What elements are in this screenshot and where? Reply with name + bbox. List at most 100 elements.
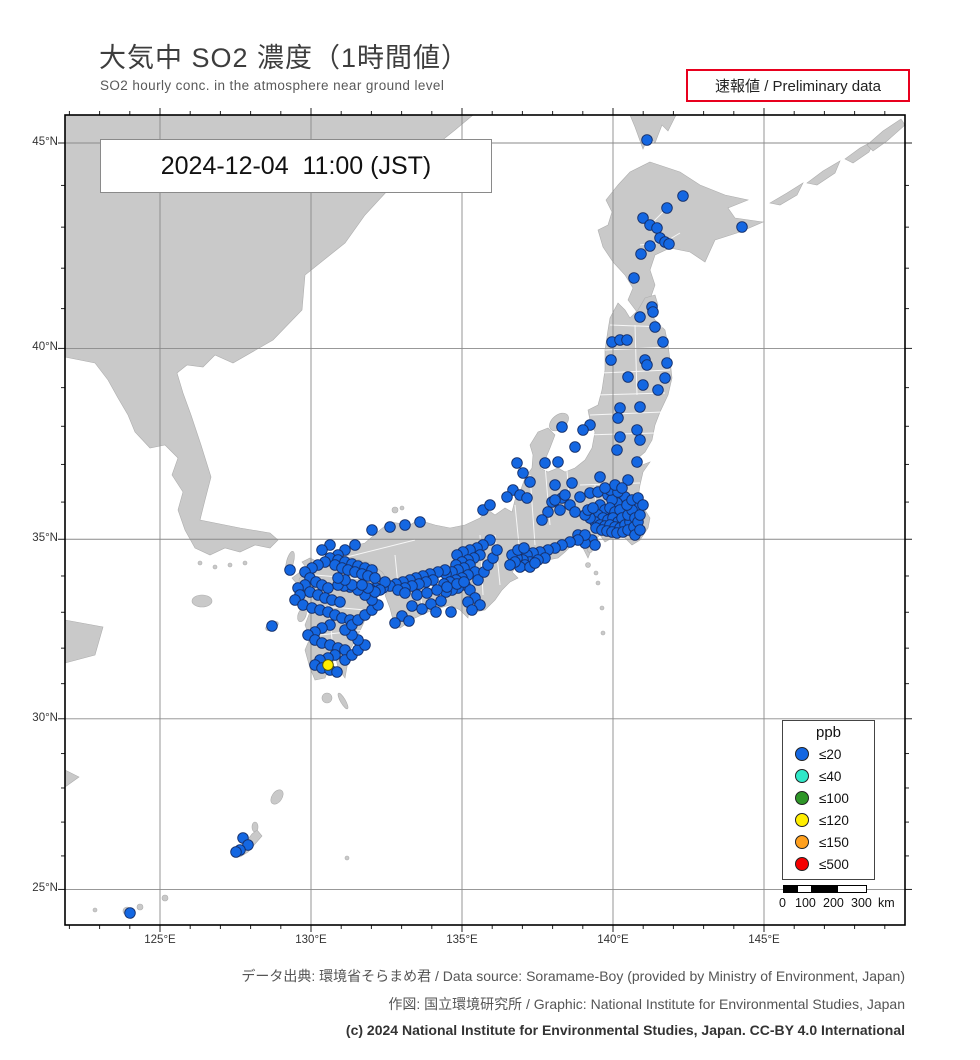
lat-tick-label: 30°N <box>32 711 58 724</box>
station-dot <box>441 581 453 593</box>
copyright-line: (c) 2024 National Institute for Environm… <box>345 1022 905 1038</box>
legend-swatch <box>795 857 809 871</box>
hokkaido <box>597 161 765 313</box>
station-dot <box>399 519 411 531</box>
lon-tick-label: 140°E <box>597 934 629 946</box>
legend-label: ≤100 <box>819 790 849 806</box>
station-dot <box>458 576 470 588</box>
legend-item: ≤120 <box>783 809 874 831</box>
miyako-island <box>161 894 169 902</box>
station-dot <box>616 482 628 494</box>
station-dot <box>511 457 523 469</box>
graticule <box>65 115 905 925</box>
station-dot <box>659 372 671 384</box>
station-dot <box>472 574 484 586</box>
station-dot <box>569 506 581 518</box>
station-dot <box>599 482 611 494</box>
station-dot <box>622 474 634 486</box>
station-dot <box>322 582 334 594</box>
lon-tick-label: 130°E <box>295 934 327 946</box>
scale-bar-graphic <box>783 885 867 893</box>
kuril-islands <box>866 118 906 152</box>
station-dot <box>366 524 378 536</box>
preliminary-data-badge: 速報値 / Preliminary data <box>686 69 910 102</box>
station-dot <box>628 272 640 284</box>
jeju-island <box>191 594 213 608</box>
station-dot <box>611 444 623 456</box>
station-dot <box>736 221 748 233</box>
station-dot <box>634 524 646 536</box>
station-dot <box>634 434 646 446</box>
station-dot <box>631 456 643 468</box>
station-dot <box>430 606 442 618</box>
station-dot <box>577 424 589 436</box>
map-border <box>64 114 906 926</box>
station-dot <box>634 311 646 323</box>
station-dot <box>614 402 626 414</box>
station-dot <box>554 504 566 516</box>
legend-item: ≤150 <box>783 831 874 853</box>
station-dot <box>566 477 578 489</box>
station-dot <box>491 544 503 556</box>
kuril-islands <box>806 160 841 186</box>
station-dot <box>621 334 633 346</box>
station-dot <box>641 359 653 371</box>
yakushima <box>321 692 333 704</box>
station-dot <box>331 666 343 678</box>
station-dot <box>389 617 401 629</box>
station-dot <box>501 491 513 503</box>
station-dot <box>594 471 606 483</box>
legend-swatch <box>795 835 809 849</box>
station-dot <box>559 489 571 501</box>
legend-label: ≤150 <box>819 834 849 850</box>
lon-tick-label: 125°E <box>144 934 176 946</box>
station-dot <box>652 384 664 396</box>
station-dot <box>552 456 564 468</box>
station-dot <box>517 467 529 479</box>
station-dot <box>556 421 568 433</box>
legend-label: ≤20 <box>819 746 842 762</box>
station-dot <box>641 134 653 146</box>
station-dot <box>466 604 478 616</box>
station-dot <box>356 579 368 591</box>
legend-label: ≤500 <box>819 856 849 872</box>
sakhalin <box>629 114 677 150</box>
station-dot <box>431 584 443 596</box>
station-dot <box>445 606 457 618</box>
station-dot <box>644 240 656 252</box>
station-dot <box>230 846 242 858</box>
station-dot <box>612 412 624 424</box>
station-dot <box>614 431 626 443</box>
station-dot <box>521 492 533 504</box>
station-dot <box>663 238 675 250</box>
legend-title: ppb <box>815 724 842 741</box>
japan-map-svg <box>58 108 912 932</box>
station-dot <box>411 589 423 601</box>
station-dot <box>414 516 426 528</box>
graphic-credit-line: 作図: 国立環境研究所 / Graphic: National Institut… <box>388 996 905 1012</box>
station-dot <box>649 321 661 333</box>
station-dot <box>549 494 561 506</box>
lat-tick-label: 45°N <box>32 136 58 148</box>
legend-swatch <box>795 813 809 827</box>
station-dot <box>332 572 344 584</box>
china-coast <box>64 619 104 664</box>
station-dot <box>587 502 599 514</box>
station-dot <box>416 603 428 615</box>
station-dot <box>634 401 646 413</box>
station-dot <box>637 212 649 224</box>
station-dot <box>647 306 659 318</box>
lon-tick-label: 145°E <box>748 934 780 946</box>
station-dot <box>605 354 617 366</box>
china-coast-2 <box>64 769 80 788</box>
station-dot <box>334 596 346 608</box>
station-dot-yellow <box>322 659 334 671</box>
station-dot <box>435 595 447 607</box>
station-dot <box>504 559 516 571</box>
mainland-asia <box>64 114 474 556</box>
legend-swatch <box>795 769 809 783</box>
legend-item: ≤500 <box>783 853 874 875</box>
station-dot <box>661 357 673 369</box>
station-dot <box>316 544 328 556</box>
